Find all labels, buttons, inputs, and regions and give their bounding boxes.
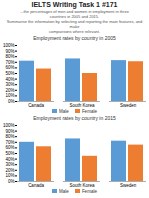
- svg-text:50%: 50%: [5, 70, 14, 75]
- svg-text:60%: 60%: [5, 65, 14, 70]
- svg-text:80%: 80%: [5, 54, 14, 59]
- svg-text:80%: 80%: [5, 134, 14, 139]
- svg-text:70%: 70%: [5, 59, 14, 64]
- svg-text:50%: 50%: [5, 150, 14, 155]
- svg-text:Canada: Canada: [28, 102, 44, 107]
- html-text:Female: Female: [81, 108, 97, 114]
- svg-text:90%: 90%: [5, 128, 14, 133]
- html-text:Summarise the information by s: Summarise the information by selecting a…: [6, 19, 143, 34]
- svg-text:10%: 10%: [5, 93, 14, 98]
- svg-text:30%: 30%: [5, 162, 14, 167]
- svg-text:90%: 90%: [5, 48, 14, 53]
- svg-text:0%: 0%: [8, 98, 15, 103]
- svg-text:Sweden: Sweden: [120, 182, 137, 187]
- html-text:Female: Female: [81, 188, 97, 194]
- svg-text:100%: 100%: [3, 122, 15, 127]
- svg-text:100%: 100%: [3, 42, 15, 47]
- html-text:IELTS Writing Task 1 #171: IELTS Writing Task 1 #171: [31, 1, 118, 8]
- svg-text:60%: 60%: [5, 145, 14, 150]
- svg-text:0%: 0%: [8, 178, 15, 183]
- svg-text:South Korea: South Korea: [69, 182, 95, 187]
- svg-text:10%: 10%: [5, 173, 14, 178]
- html-text:...the percentages of men and: ...the percentages of men and women in e…: [20, 9, 129, 19]
- svg-text:20%: 20%: [5, 167, 14, 172]
- svg-text:30%: 30%: [5, 82, 14, 87]
- html-text:Male: Male: [59, 188, 69, 194]
- svg-text:South Korea: South Korea: [69, 102, 95, 107]
- html-text:Employment rates by country in: Employment rates by country in 2015: [33, 114, 116, 121]
- svg-text:20%: 20%: [5, 87, 14, 92]
- html-text:Male: Male: [59, 108, 69, 114]
- svg-text:Canada: Canada: [28, 182, 44, 187]
- html-text:Employment rates by country in: Employment rates by country in 2005: [33, 34, 116, 41]
- svg-text:70%: 70%: [5, 139, 14, 144]
- svg-text:Sweden: Sweden: [120, 102, 137, 107]
- svg-text:40%: 40%: [5, 156, 14, 161]
- svg-text:40%: 40%: [5, 76, 14, 81]
